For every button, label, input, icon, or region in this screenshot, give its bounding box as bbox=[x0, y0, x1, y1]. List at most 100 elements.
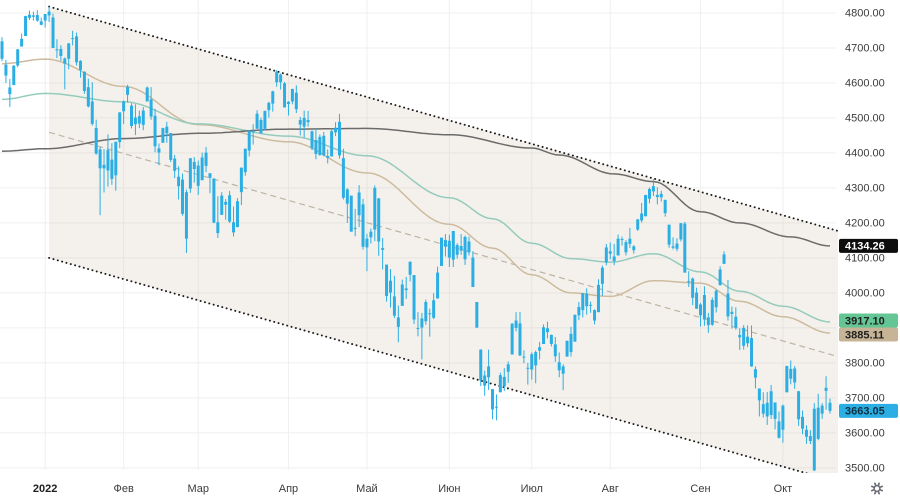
candle bbox=[773, 402, 777, 430]
candle bbox=[561, 364, 565, 391]
candle bbox=[687, 271, 691, 287]
candle bbox=[424, 299, 428, 325]
candle bbox=[141, 107, 145, 131]
candle bbox=[157, 143, 161, 166]
candle bbox=[181, 173, 185, 216]
candle bbox=[714, 289, 718, 313]
candle bbox=[326, 149, 330, 164]
candle bbox=[334, 122, 338, 137]
candle bbox=[24, 15, 28, 37]
candle bbox=[114, 141, 118, 191]
candle bbox=[624, 240, 628, 256]
x-axis-month-label: Мар bbox=[187, 483, 209, 495]
candle bbox=[224, 199, 228, 220]
candle bbox=[828, 398, 832, 414]
y-axis-tick-label: 4500.00 bbox=[845, 112, 885, 124]
y-axis-tick-label: 4600.00 bbox=[845, 77, 885, 89]
candle bbox=[730, 306, 734, 329]
candle bbox=[396, 305, 400, 343]
y-axis-tick-label: 3800.00 bbox=[845, 357, 885, 369]
candle bbox=[726, 279, 730, 321]
candle bbox=[440, 237, 444, 266]
candle bbox=[569, 326, 573, 357]
x-axis-month-label: Апр bbox=[279, 483, 298, 495]
candle bbox=[302, 110, 306, 138]
candle bbox=[765, 391, 769, 425]
ma-teal-value-badge: 3917.10 bbox=[839, 313, 898, 328]
candle bbox=[290, 88, 294, 105]
candle bbox=[353, 208, 357, 237]
candle bbox=[545, 321, 549, 339]
candle bbox=[510, 323, 514, 355]
candle bbox=[0, 37, 4, 62]
candle bbox=[365, 233, 369, 272]
candle bbox=[169, 132, 173, 163]
candle bbox=[604, 243, 608, 266]
candle bbox=[51, 13, 55, 48]
candle bbox=[463, 235, 467, 265]
candle bbox=[385, 264, 389, 302]
candle bbox=[691, 277, 695, 306]
candle bbox=[102, 149, 106, 193]
candle bbox=[361, 198, 365, 250]
candle bbox=[502, 368, 506, 391]
candle bbox=[491, 389, 495, 420]
candle bbox=[769, 384, 773, 419]
candle bbox=[341, 148, 345, 200]
candle bbox=[808, 430, 812, 445]
ma-dark-line[interactable] bbox=[1, 127, 831, 247]
candle bbox=[145, 86, 149, 102]
time-axis[interactable]: 2022 Фев Мар Апр Май Июн Июл Авг Сен Окт bbox=[0, 473, 838, 503]
candle bbox=[381, 237, 385, 270]
candle bbox=[655, 187, 659, 205]
candle bbox=[126, 84, 130, 103]
candle bbox=[475, 302, 479, 328]
candle bbox=[498, 372, 502, 393]
candle bbox=[600, 265, 604, 296]
ma-teal-line[interactable] bbox=[1, 92, 831, 323]
candle bbox=[820, 403, 824, 419]
candle bbox=[565, 340, 569, 357]
candle bbox=[616, 234, 620, 256]
candle bbox=[279, 73, 283, 90]
candle bbox=[377, 198, 381, 256]
candle bbox=[369, 228, 373, 244]
price-axis[interactable]: 4800.00 4700.00 4600.00 4500.00 4400.00 4300.… bbox=[838, 0, 900, 503]
candle bbox=[267, 101, 271, 118]
candle bbox=[659, 190, 663, 202]
candle bbox=[812, 403, 816, 472]
candle bbox=[263, 110, 267, 131]
candle bbox=[742, 325, 746, 350]
candle bbox=[797, 390, 801, 426]
candle bbox=[573, 314, 577, 342]
candle bbox=[487, 349, 491, 390]
y-axis-tick-label: 4000.00 bbox=[845, 287, 885, 299]
candle bbox=[208, 173, 212, 194]
candle bbox=[247, 130, 251, 157]
candle bbox=[94, 119, 98, 155]
candle bbox=[428, 308, 432, 337]
candle bbox=[596, 279, 600, 313]
candle bbox=[39, 17, 43, 26]
candle bbox=[110, 143, 114, 185]
candle bbox=[632, 244, 636, 254]
time-axis-background bbox=[0, 473, 838, 503]
price-axis-settings-gear-icon[interactable] bbox=[870, 482, 884, 495]
candle bbox=[20, 33, 24, 47]
candle bbox=[514, 312, 518, 332]
x-axis-year-label: 2022 bbox=[33, 483, 57, 495]
candle bbox=[4, 59, 8, 83]
candle bbox=[647, 187, 651, 204]
candle bbox=[577, 302, 581, 321]
candle bbox=[165, 121, 169, 143]
candle bbox=[173, 155, 177, 179]
candle bbox=[192, 157, 196, 183]
candle bbox=[337, 113, 341, 159]
candle bbox=[330, 128, 334, 157]
candle bbox=[78, 60, 82, 78]
candle bbox=[557, 352, 561, 378]
candle bbox=[518, 311, 522, 356]
candle bbox=[479, 349, 483, 387]
